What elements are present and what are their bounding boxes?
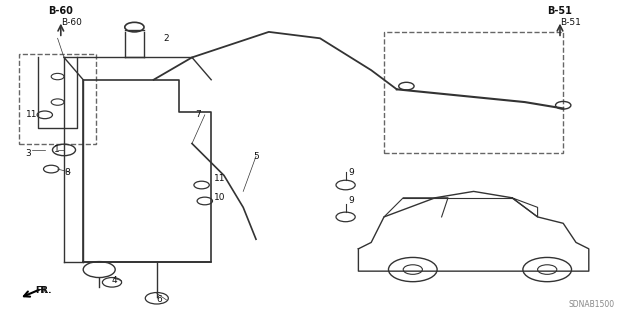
Text: 11: 11 [26,110,37,119]
Text: 7: 7 [195,110,201,119]
Text: B-51: B-51 [548,6,572,16]
Text: 4: 4 [112,276,118,285]
Text: FR.: FR. [35,286,52,295]
Text: 3: 3 [26,149,31,158]
Text: 1: 1 [54,145,60,154]
Text: B-51: B-51 [560,18,581,27]
Text: 9: 9 [349,197,355,205]
Text: 8: 8 [64,168,70,177]
Text: 5: 5 [253,152,259,161]
Text: FR.: FR. [35,286,49,295]
Text: B-60: B-60 [61,18,82,27]
Text: 6: 6 [157,295,163,304]
Text: 2: 2 [163,34,169,43]
Text: SDNAB1500: SDNAB1500 [568,300,614,309]
Text: B-60: B-60 [49,6,73,16]
Text: 11: 11 [214,174,226,183]
Text: 10: 10 [214,193,226,202]
Text: 9: 9 [349,168,355,177]
